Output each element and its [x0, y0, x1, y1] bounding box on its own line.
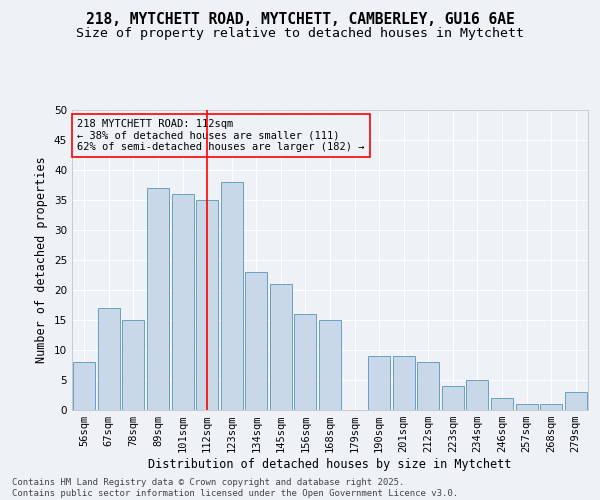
Bar: [540, 404, 562, 410]
X-axis label: Distribution of detached houses by size in Mytchett: Distribution of detached houses by size …: [148, 458, 512, 471]
Bar: [98, 308, 120, 410]
Y-axis label: Number of detached properties: Number of detached properties: [35, 156, 49, 364]
Bar: [196, 200, 218, 410]
Bar: [466, 380, 488, 410]
Text: Size of property relative to detached houses in Mytchett: Size of property relative to detached ho…: [76, 28, 524, 40]
Bar: [515, 404, 538, 410]
Bar: [392, 356, 415, 410]
Bar: [270, 284, 292, 410]
Text: Contains HM Land Registry data © Crown copyright and database right 2025.
Contai: Contains HM Land Registry data © Crown c…: [12, 478, 458, 498]
Bar: [319, 320, 341, 410]
Bar: [245, 272, 268, 410]
Bar: [417, 362, 439, 410]
Bar: [491, 398, 513, 410]
Bar: [565, 392, 587, 410]
Bar: [172, 194, 194, 410]
Bar: [73, 362, 95, 410]
Bar: [122, 320, 145, 410]
Bar: [221, 182, 243, 410]
Bar: [147, 188, 169, 410]
Bar: [442, 386, 464, 410]
Bar: [368, 356, 390, 410]
Bar: [295, 314, 316, 410]
Text: 218 MYTCHETT ROAD: 112sqm
← 38% of detached houses are smaller (111)
62% of semi: 218 MYTCHETT ROAD: 112sqm ← 38% of detac…: [77, 119, 365, 152]
Text: 218, MYTCHETT ROAD, MYTCHETT, CAMBERLEY, GU16 6AE: 218, MYTCHETT ROAD, MYTCHETT, CAMBERLEY,…: [86, 12, 514, 28]
